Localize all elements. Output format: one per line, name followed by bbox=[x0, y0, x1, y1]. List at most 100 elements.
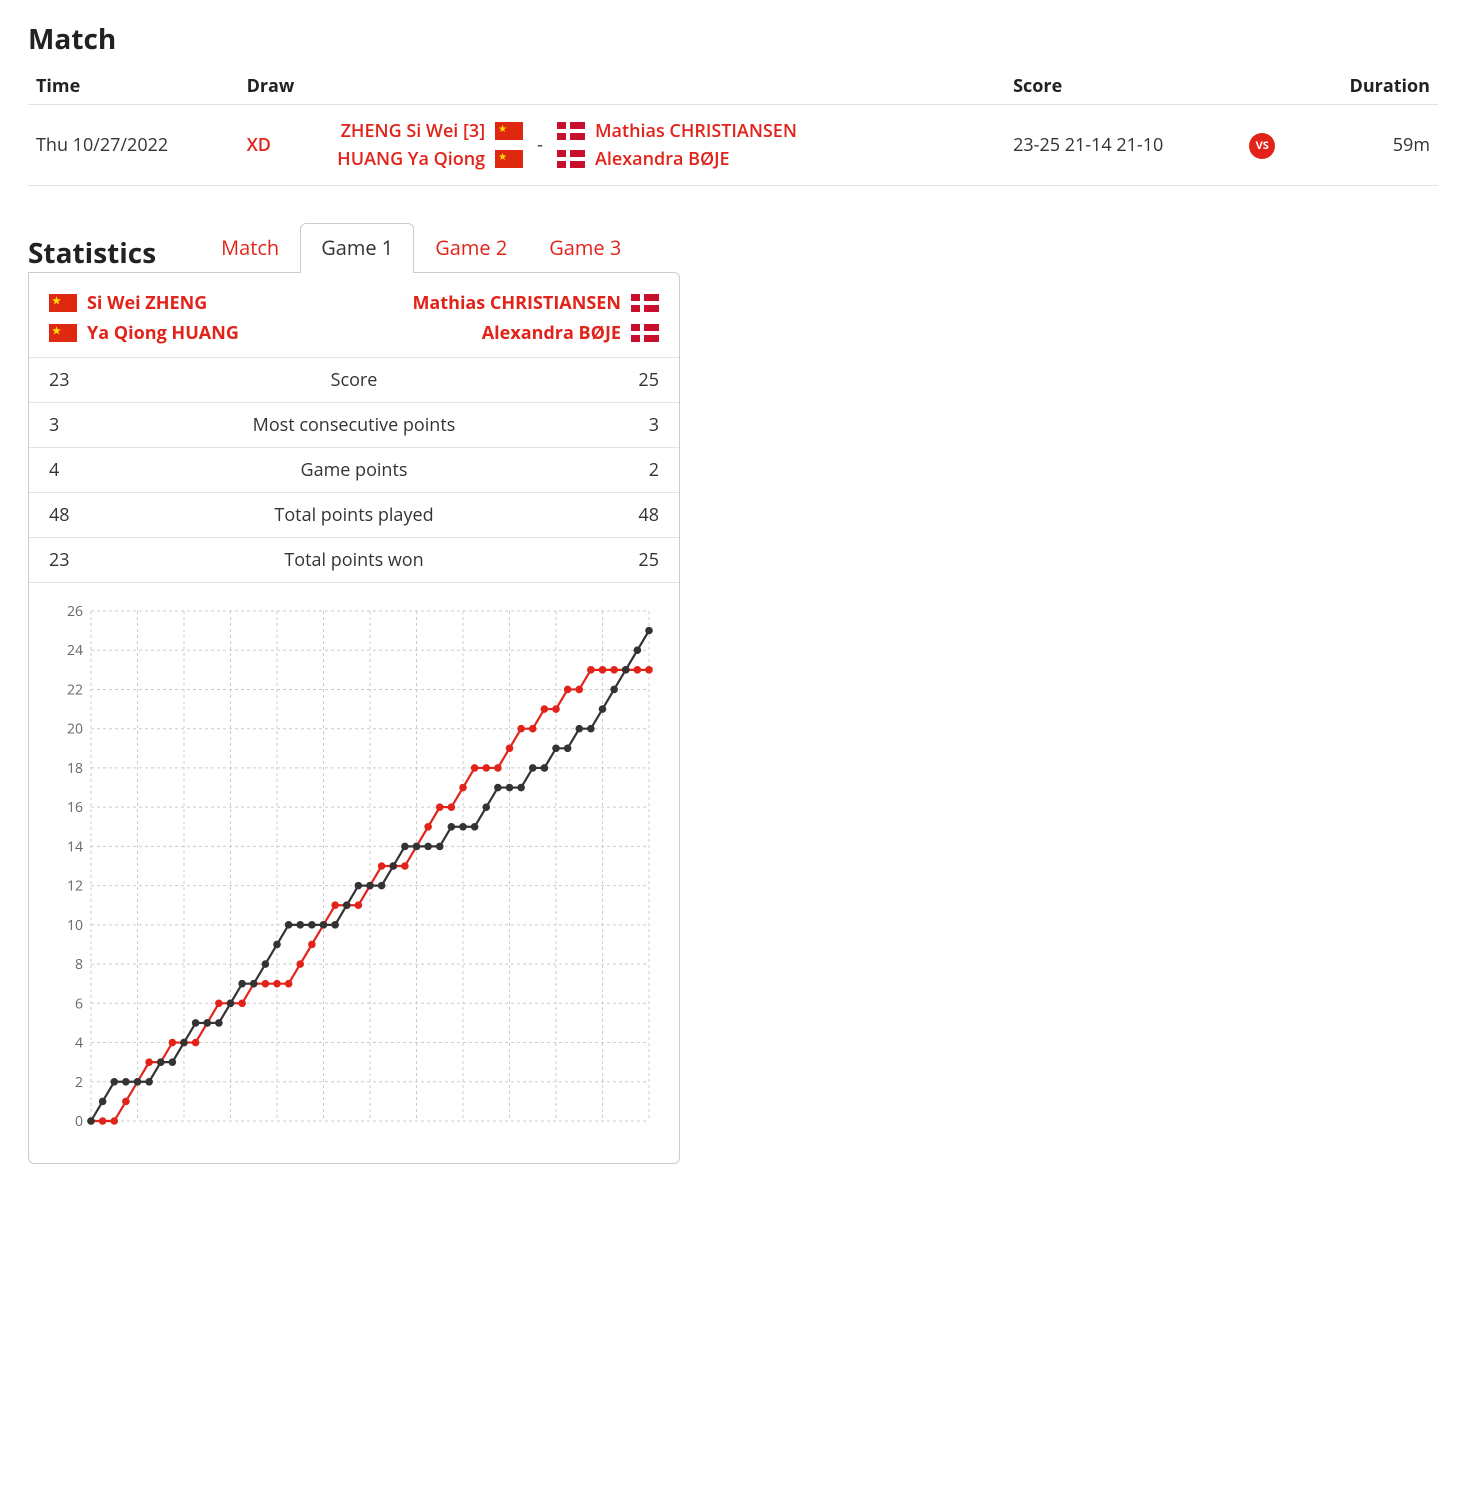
chart-svg: 02468101214161820222426 bbox=[51, 601, 659, 1131]
stat-label: Total points played bbox=[192, 493, 517, 538]
stat-row: 23Score25 bbox=[29, 358, 679, 403]
series-dot-team_b bbox=[180, 1039, 188, 1047]
series-dot-team_b bbox=[506, 784, 514, 792]
stat-label: Score bbox=[192, 358, 517, 403]
series-dot-team_a bbox=[471, 764, 479, 772]
series-dot-team_a bbox=[169, 1039, 177, 1047]
vs-separator: - bbox=[531, 133, 549, 157]
flag-dk-icon bbox=[631, 324, 659, 342]
flag-cn-icon bbox=[495, 122, 523, 140]
svg-text:2: 2 bbox=[75, 1073, 83, 1092]
match-header-row: Time Draw Score Duration bbox=[28, 68, 1438, 105]
series-dot-team_b bbox=[634, 646, 642, 654]
series-dot-team_b bbox=[366, 882, 374, 890]
series-dot-team_b bbox=[645, 627, 653, 635]
stats-player-name: Si Wei ZHENG bbox=[87, 291, 207, 315]
series-dot-team_b bbox=[99, 1098, 107, 1106]
series-dot-team_b bbox=[157, 1058, 165, 1066]
svg-text:18: 18 bbox=[67, 759, 83, 778]
series-dot-team_b bbox=[599, 705, 607, 713]
col-score: Score bbox=[1005, 68, 1241, 105]
series-dot-team_a bbox=[448, 803, 456, 811]
series-dot-team_a bbox=[436, 803, 444, 811]
player-link[interactable]: ZHENG Si Wei [3] bbox=[341, 119, 486, 143]
series-dot-team_b bbox=[459, 823, 467, 831]
series-dot-team_b bbox=[494, 784, 502, 792]
svg-text:8: 8 bbox=[75, 955, 83, 974]
series-dot-team_b bbox=[529, 764, 537, 772]
series-dot-team_a bbox=[355, 901, 363, 909]
svg-text:26: 26 bbox=[67, 602, 83, 621]
series-dot-team_b bbox=[320, 921, 328, 929]
series-dot-team_a bbox=[378, 862, 386, 870]
series-dot-team_a bbox=[552, 705, 560, 713]
series-dot-team_a bbox=[401, 862, 409, 870]
team-b: Mathias CHRISTIANSEN Alexandra BØJE bbox=[557, 119, 797, 171]
match-row: Thu 10/27/2022 XD ZHENG Si Wei [3] HUANG… bbox=[28, 105, 1438, 186]
series-dot-team_b bbox=[203, 1019, 211, 1027]
draw-link[interactable]: XD bbox=[247, 133, 271, 157]
stats-panel: Si Wei ZHENG Ya Qiong HUANG Mathias CHRI… bbox=[28, 272, 680, 1164]
series-dot-team_a bbox=[192, 1039, 200, 1047]
tab-game-3[interactable]: Game 3 bbox=[528, 223, 642, 273]
stat-left: 23 bbox=[29, 538, 192, 583]
series-dot-team_b bbox=[575, 725, 583, 733]
match-score: 23-25 21-14 21-10 bbox=[1005, 105, 1241, 186]
series-dot-team_a bbox=[459, 784, 467, 792]
series-dot-team_a bbox=[482, 764, 490, 772]
series-dot-team_b bbox=[355, 882, 363, 890]
tab-game-2[interactable]: Game 2 bbox=[414, 223, 528, 273]
tab-match[interactable]: Match bbox=[200, 223, 300, 273]
flag-dk-icon bbox=[557, 122, 585, 140]
series-dot-team_b bbox=[238, 980, 246, 988]
series-dot-team_b bbox=[227, 1000, 235, 1008]
col-vs bbox=[1241, 68, 1301, 105]
stat-label: Most consecutive points bbox=[192, 403, 517, 448]
stat-right: 48 bbox=[517, 493, 680, 538]
stats-player-name: Mathias CHRISTIANSEN bbox=[412, 291, 621, 315]
stats-tabs: MatchGame 1Game 2Game 3 bbox=[200, 222, 642, 272]
series-dot-team_b bbox=[482, 803, 490, 811]
series-dot-team_b bbox=[448, 823, 456, 831]
series-dot-team_b bbox=[610, 686, 618, 694]
svg-text:14: 14 bbox=[67, 837, 83, 856]
stats-team-b: Mathias CHRISTIANSEN Alexandra BØJE bbox=[412, 291, 659, 345]
stat-left: 3 bbox=[29, 403, 192, 448]
stat-right: 25 bbox=[517, 538, 680, 583]
series-dot-team_a bbox=[645, 666, 653, 674]
flag-dk-icon bbox=[557, 150, 585, 168]
stat-right: 25 bbox=[517, 358, 680, 403]
series-dot-team_b bbox=[145, 1078, 153, 1086]
vs-icon[interactable]: VS bbox=[1249, 133, 1275, 159]
series-dot-team_b bbox=[122, 1078, 130, 1086]
score-progression-chart: 02468101214161820222426 bbox=[29, 583, 679, 1137]
series-dot-team_b bbox=[552, 745, 560, 753]
stats-table: 23Score253Most consecutive points34Game … bbox=[29, 357, 679, 583]
series-dot-team_b bbox=[401, 843, 409, 851]
svg-text:12: 12 bbox=[67, 877, 83, 896]
series-dot-team_b bbox=[262, 960, 270, 968]
series-dot-team_b bbox=[215, 1019, 223, 1027]
tab-game-1[interactable]: Game 1 bbox=[300, 223, 414, 273]
series-dot-team_a bbox=[296, 960, 304, 968]
svg-text:16: 16 bbox=[67, 798, 83, 817]
player-link[interactable]: Alexandra BØJE bbox=[595, 147, 730, 171]
player-link[interactable]: Mathias CHRISTIANSEN bbox=[595, 119, 797, 143]
series-dot-team_a bbox=[145, 1058, 153, 1066]
series-dot-team_b bbox=[134, 1078, 142, 1086]
flag-dk-icon bbox=[631, 294, 659, 312]
series-dot-team_b bbox=[541, 764, 549, 772]
series-dot-team_a bbox=[99, 1117, 107, 1125]
series-dot-team_b bbox=[471, 823, 479, 831]
svg-text:24: 24 bbox=[67, 641, 83, 660]
series-dot-team_a bbox=[494, 764, 502, 772]
series-dot-team_b bbox=[622, 666, 630, 674]
svg-text:4: 4 bbox=[75, 1034, 83, 1053]
col-players bbox=[329, 68, 1005, 105]
series-dot-team_a bbox=[308, 941, 316, 949]
player-link[interactable]: HUANG Ya Qiong bbox=[337, 147, 485, 171]
svg-text:6: 6 bbox=[75, 994, 83, 1013]
series-dot-team_a bbox=[634, 666, 642, 674]
stat-label: Total points won bbox=[192, 538, 517, 583]
match-time: Thu 10/27/2022 bbox=[28, 105, 239, 186]
